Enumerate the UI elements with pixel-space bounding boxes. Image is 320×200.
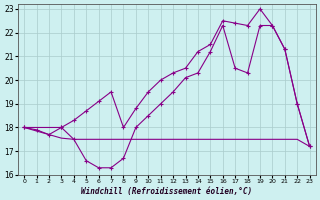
- X-axis label: Windchill (Refroidissement éolien,°C): Windchill (Refroidissement éolien,°C): [81, 187, 252, 196]
